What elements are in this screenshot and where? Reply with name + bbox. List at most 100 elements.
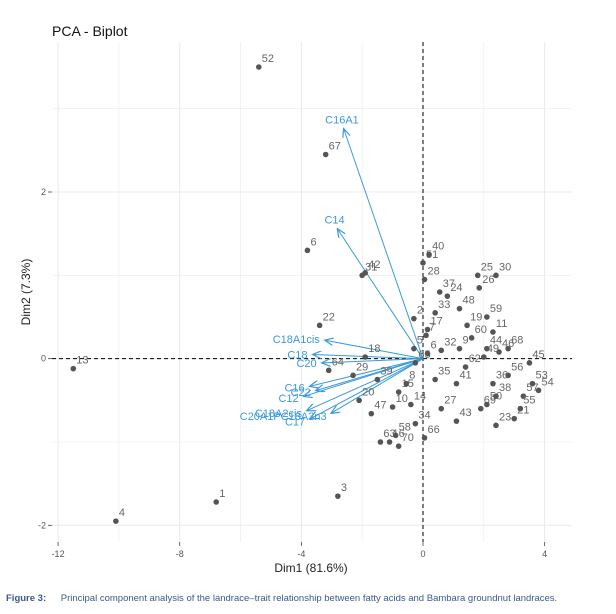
data-point: [490, 380, 496, 387]
data-point: [424, 326, 431, 333]
data-point: [468, 335, 475, 341]
data-point: [325, 367, 332, 374]
chart-title: PCA - Biplot: [52, 23, 128, 39]
data-point: [412, 420, 419, 427]
axes: -12 -8 -4 0 4 -2 0 2: [38, 42, 572, 559]
y-tick-label: 0: [41, 354, 46, 364]
point-label: 11: [496, 318, 507, 330]
data-point: [456, 305, 463, 312]
point-label: 2: [417, 305, 423, 317]
point-label: 63: [383, 428, 395, 440]
point-label: 32: [444, 336, 456, 348]
data-point: [511, 415, 518, 422]
point-label: 22: [323, 311, 335, 323]
data-point: [389, 404, 396, 410]
point-label: 57: [526, 382, 538, 394]
data-point: [438, 347, 445, 354]
point-label: 68: [511, 335, 523, 347]
y-axis-label: Dim2 (7.3%): [19, 259, 33, 326]
point-label: 3: [341, 482, 347, 494]
data-point: [426, 251, 432, 258]
vector-label: C18: [287, 349, 307, 361]
data-point: [464, 322, 470, 329]
data-point: [395, 389, 402, 395]
data-point: [412, 360, 419, 366]
point-label: 31: [365, 261, 377, 273]
data-point: [411, 315, 417, 322]
data-point: [362, 270, 369, 276]
point-label: 8: [409, 370, 415, 382]
data-point: [484, 345, 490, 352]
point-label: 17: [431, 316, 443, 328]
x-tick-label: -8: [176, 549, 184, 559]
point-label: 9: [462, 335, 468, 347]
vector-label: C12: [278, 393, 298, 405]
point-label: 23: [499, 411, 511, 423]
data-point: [481, 354, 487, 360]
vector-label: C16: [284, 383, 304, 395]
data-point: [392, 432, 399, 439]
point-label: 19: [470, 311, 482, 323]
point-label: 55: [523, 395, 535, 407]
vector-label: C20: [296, 358, 316, 370]
data-point: [436, 289, 443, 295]
point-label: 67: [329, 141, 341, 153]
data-point: [113, 518, 119, 524]
point-label: 38: [499, 382, 511, 394]
data-point: [520, 393, 527, 399]
data-point: [484, 401, 490, 408]
data-point: [304, 247, 311, 254]
point-label: 59: [490, 303, 502, 315]
data-point: [403, 380, 410, 387]
point-label: 10: [396, 393, 408, 405]
vector-arrow: [332, 358, 424, 413]
data-point: [462, 364, 469, 370]
point-label: 66: [428, 424, 440, 436]
data-point: [350, 372, 356, 379]
data-point: [453, 380, 460, 387]
data-point: [484, 314, 490, 320]
vector-label: C16A1: [325, 115, 359, 127]
grid: [52, 42, 572, 542]
point-label: 27: [444, 395, 456, 407]
x-axis-label: Dim1 (81.6%): [274, 561, 347, 575]
point-label: 20: [362, 386, 374, 398]
data-point: [490, 329, 496, 335]
point-label: 60: [475, 324, 487, 336]
data-point: [213, 499, 220, 505]
vector-arrow: [310, 358, 424, 387]
point-label: 70: [402, 432, 414, 444]
data-point: [432, 310, 438, 316]
vector-arrow: [326, 340, 424, 360]
vector-arrow: [304, 358, 424, 397]
data-point: [386, 439, 393, 445]
y-tick-label: -2: [38, 520, 46, 530]
vector-label: C18A1cis: [273, 334, 321, 346]
point-label: 35: [438, 366, 450, 378]
point-label: 24: [450, 282, 462, 294]
data-point: [432, 376, 438, 383]
point-label: 14: [414, 391, 426, 403]
data-point: [453, 418, 460, 424]
data-point: [421, 276, 428, 283]
data-point: [322, 151, 329, 158]
point-label: 40: [432, 241, 444, 253]
point-label: 6: [310, 236, 316, 248]
data-point: [505, 345, 511, 352]
point-label: 13: [76, 355, 88, 367]
x-tick-label: -4: [297, 549, 305, 559]
data-point: [493, 393, 499, 399]
x-tick-label: 0: [420, 549, 425, 559]
data-point: [477, 405, 484, 412]
vector-arrow: [314, 355, 424, 360]
x-tick-label: 4: [542, 549, 547, 559]
point-label: 26: [482, 274, 494, 286]
data-point: [421, 435, 428, 441]
point-label: 30: [499, 261, 511, 273]
point-label: 6: [431, 340, 437, 352]
variable-vectors: C16A1C14C18A1cisC18C20C16C22C12C18A2cisC…: [240, 115, 424, 428]
point-label: 29: [356, 361, 368, 373]
vector-label: C17: [285, 416, 305, 428]
vector-arrow: [323, 358, 424, 363]
